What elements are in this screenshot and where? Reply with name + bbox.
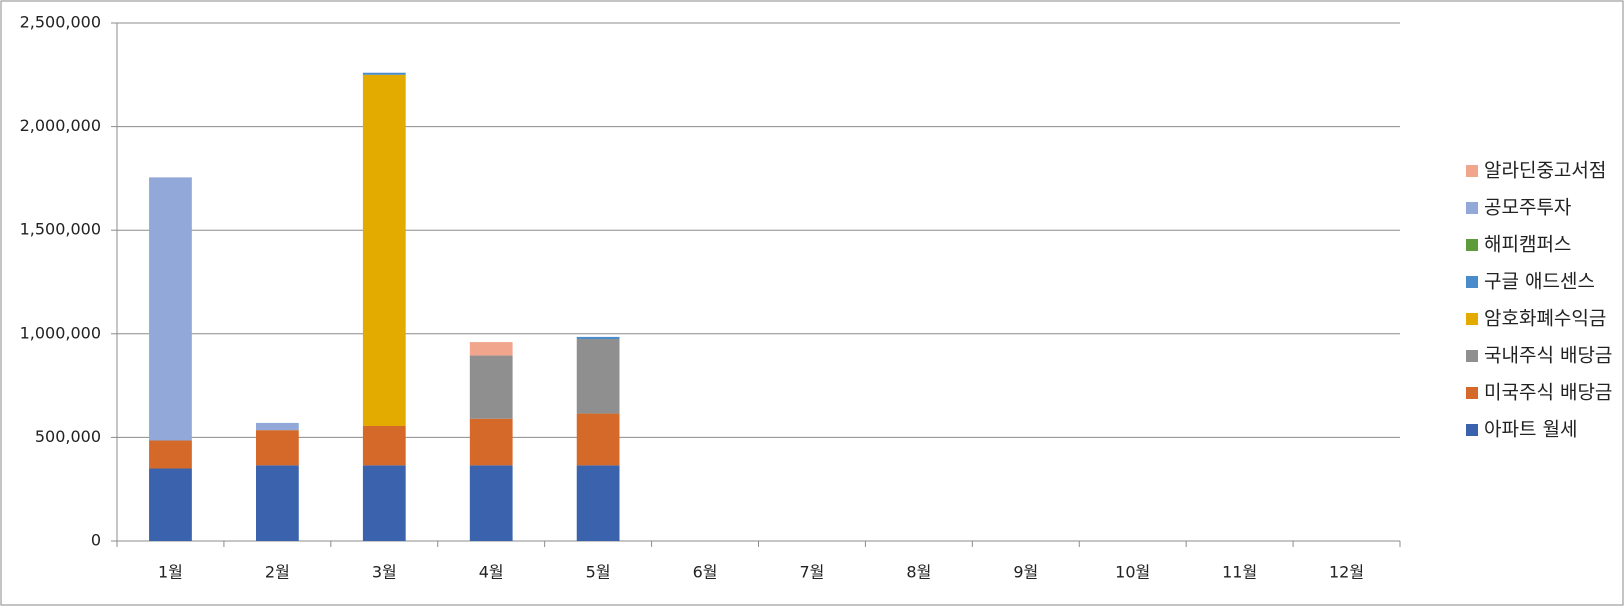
x-tick-label: 9월 (1013, 563, 1038, 582)
bar-segment (469, 418, 513, 466)
bar-segment (255, 430, 299, 466)
y-tick-label: 500,000 (35, 427, 101, 446)
bar-segment (149, 440, 192, 469)
legend-label: 해피캠퍼스 (1484, 234, 1571, 256)
x-tick-label: 1월 (158, 563, 183, 582)
legend-swatch (1466, 424, 1478, 436)
bar-segment (149, 468, 192, 541)
bar-segment (576, 338, 620, 414)
bar-segment (576, 465, 620, 541)
bar-segment (469, 465, 513, 541)
x-tick-label: 7월 (800, 563, 825, 582)
bar-segment (362, 74, 406, 427)
legend-swatch (1466, 350, 1478, 362)
bar-segment (255, 465, 299, 541)
x-tick-label: 6월 (693, 563, 718, 582)
legend-label: 아파트 월세 (1484, 419, 1577, 441)
x-tick-label: 10월 (1115, 563, 1150, 582)
y-tick-label: 2,500,000 (20, 13, 101, 32)
legend-swatch (1466, 165, 1478, 177)
legend-swatch (1466, 202, 1478, 214)
x-tick-label: 12월 (1329, 563, 1364, 582)
bar-segment (362, 72, 406, 75)
bar-segment (255, 422, 299, 431)
x-tick-label: 8월 (906, 563, 931, 582)
bar-segment (149, 177, 192, 441)
legend-label: 구글 애드센스 (1484, 271, 1595, 293)
x-tick-label: 4월 (479, 563, 504, 582)
x-tick-label: 3월 (372, 563, 397, 582)
bar-segment (576, 336, 620, 339)
legend-label: 알라딘중고서점 (1484, 160, 1606, 182)
legend-swatch (1466, 387, 1478, 399)
y-tick-label: 0 (91, 531, 101, 550)
bar-segment (362, 426, 406, 466)
bar-segment (362, 465, 406, 541)
legend-swatch (1466, 276, 1478, 288)
x-tick-label: 11월 (1222, 563, 1257, 582)
legend-label: 미국주식 배당금 (1484, 382, 1612, 404)
bar-segment (469, 342, 513, 356)
legend-label: 암호화폐수익금 (1484, 308, 1606, 330)
y-tick-label: 1,500,000 (20, 220, 101, 239)
legend-swatch (1466, 313, 1478, 325)
bar-segment (576, 413, 620, 466)
y-tick-label: 2,000,000 (20, 116, 101, 135)
x-tick-label: 5월 (586, 563, 611, 582)
legend-swatch (1466, 239, 1478, 251)
x-tick-label: 2월 (265, 563, 290, 582)
bar-segment (469, 355, 513, 419)
legend-label: 공모주투자 (1484, 197, 1571, 219)
y-tick-label: 1,000,000 (20, 323, 101, 342)
legend-label: 국내주식 배당금 (1484, 345, 1612, 367)
